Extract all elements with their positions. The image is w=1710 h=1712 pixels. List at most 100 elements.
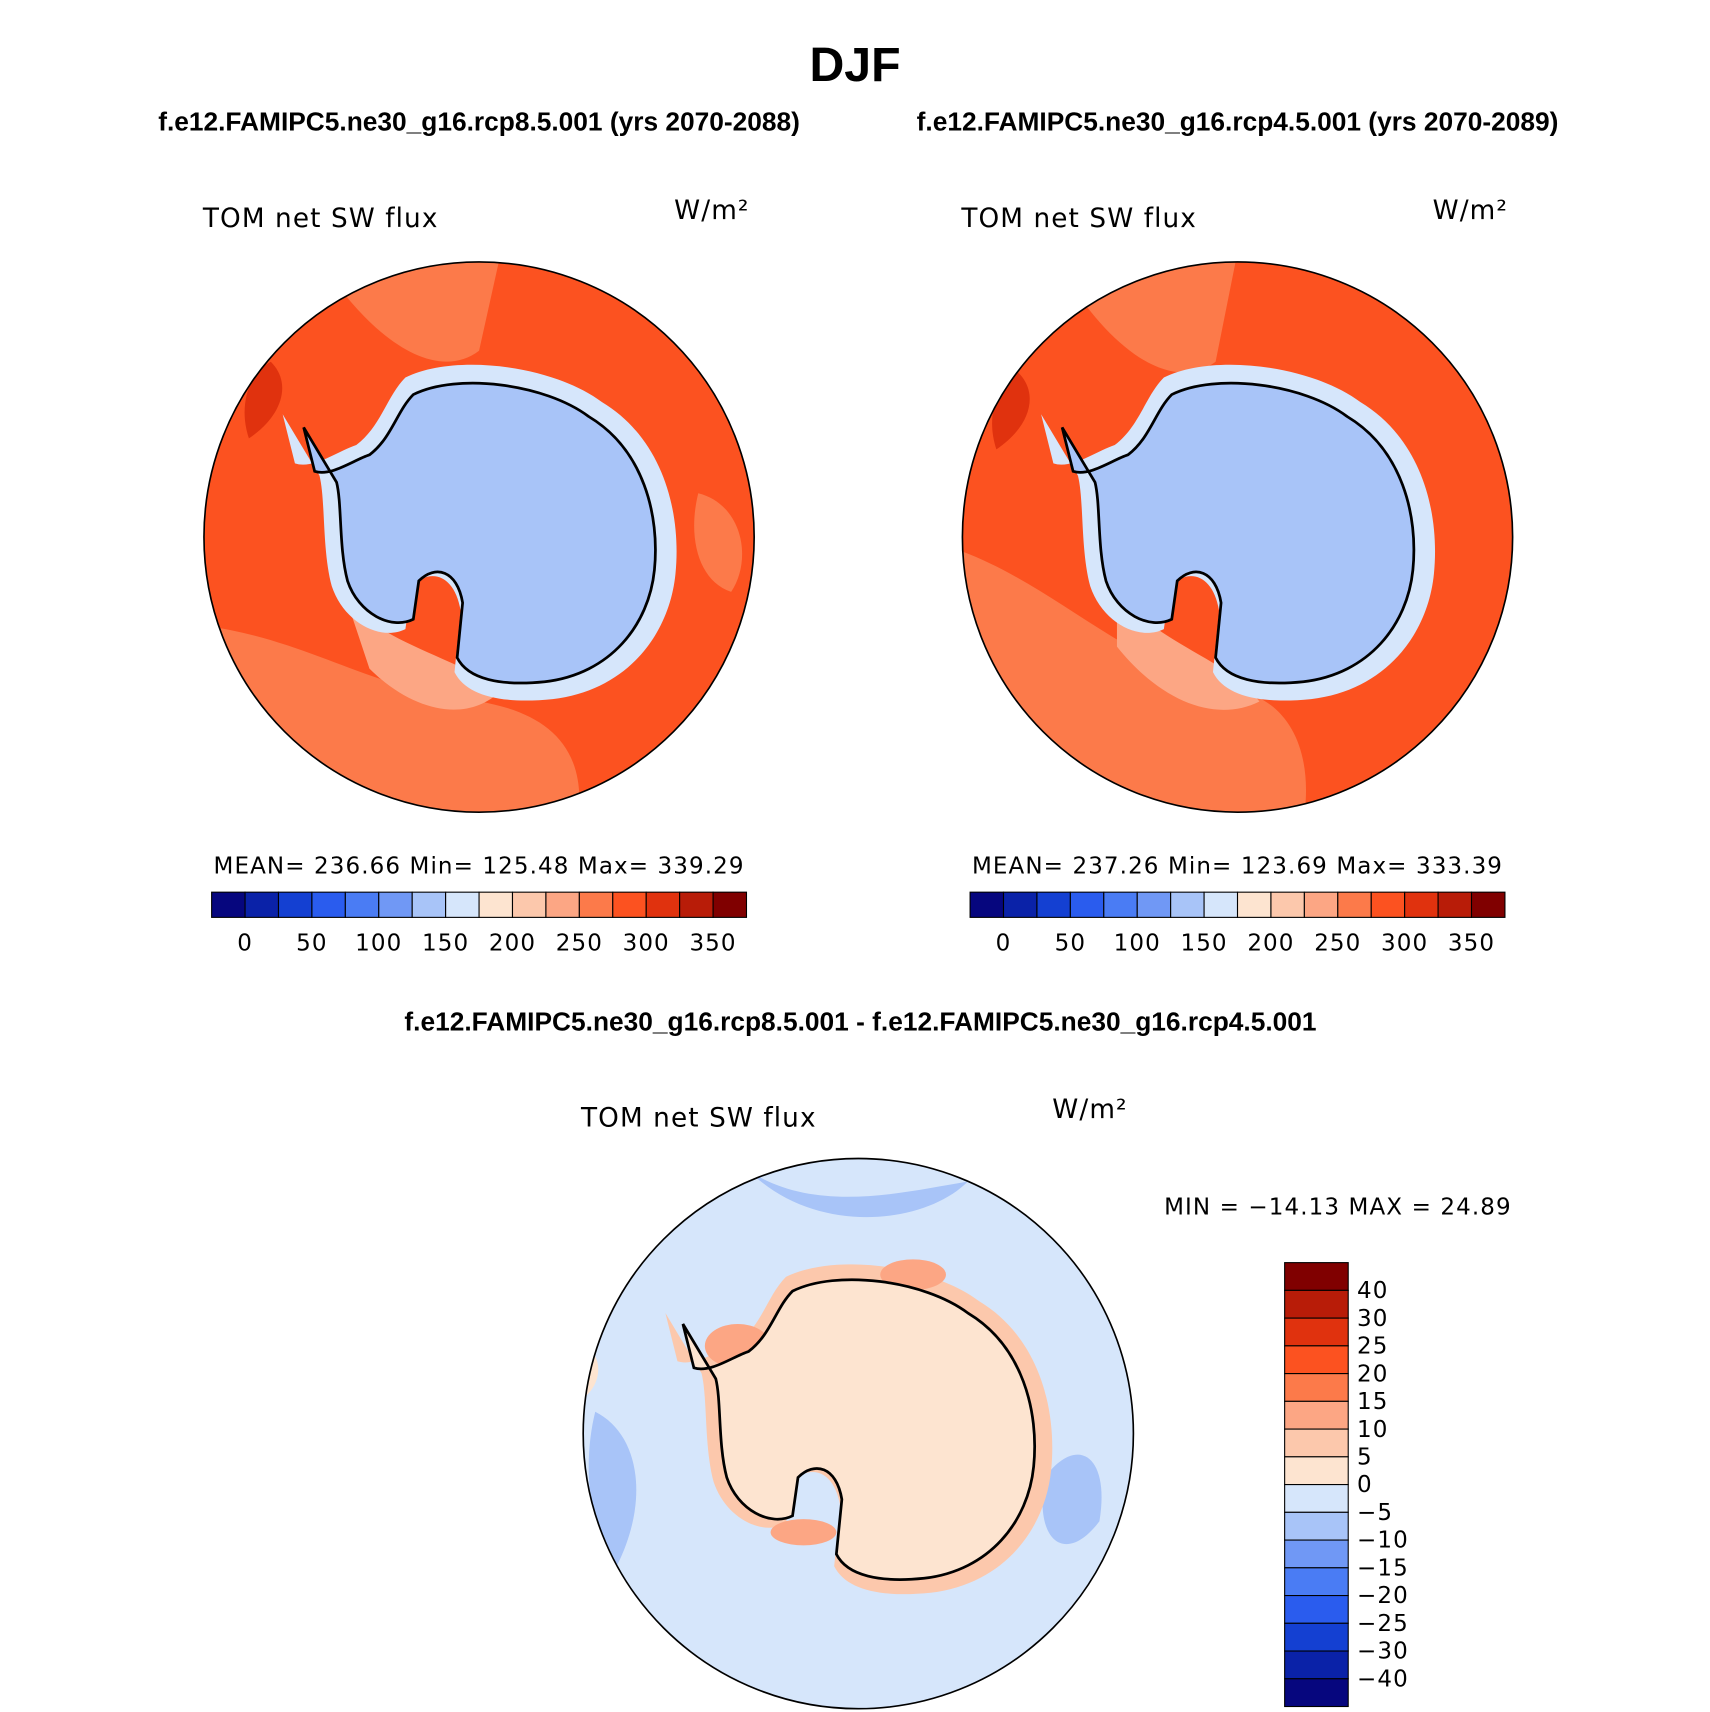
colorbar-box <box>712 891 748 918</box>
colorbar-box <box>679 891 714 918</box>
stat-value: −14.13 <box>1248 1194 1340 1220</box>
figure-title: DJF <box>809 38 900 92</box>
colorbar-box <box>1069 891 1105 918</box>
stat-label: Min= <box>1168 854 1232 880</box>
colorbar-box <box>511 891 547 918</box>
colorbar-label: 300 <box>1381 930 1428 956</box>
colorbar-box <box>1303 891 1339 918</box>
colorbar-box <box>1136 891 1172 918</box>
colorbar-label: 25 <box>1357 1334 1388 1360</box>
units-label: W/m² <box>674 196 749 226</box>
colorbar-label: 100 <box>355 930 402 956</box>
colorbar-label: 200 <box>1247 930 1294 956</box>
colorbar-box <box>545 891 580 918</box>
colorbar-box <box>1103 891 1138 918</box>
colorbar-label: 15 <box>1357 1389 1388 1415</box>
colorbar-box <box>1284 1539 1349 1569</box>
colorbar-box <box>1284 1262 1349 1291</box>
colorbar-label: −30 <box>1357 1639 1409 1665</box>
colorbar-box <box>1284 1678 1349 1708</box>
stat-label: MIN = <box>1164 1194 1240 1220</box>
colorbar-label: 50 <box>296 930 327 956</box>
colorbar-label: 10 <box>1357 1417 1388 1443</box>
stat-label: Max= <box>1336 854 1407 880</box>
stats: MIN = −14.13 MAX = 24.89 <box>1164 1194 1512 1220</box>
colorbar-box <box>445 891 480 918</box>
colorbar-box <box>1284 1373 1349 1402</box>
stat-label: MEAN= <box>214 854 306 880</box>
colorbar-box <box>1284 1511 1349 1541</box>
stat-label: Min= <box>410 854 474 880</box>
colorbar-label: 150 <box>422 930 469 956</box>
colorbar-box <box>1404 891 1439 918</box>
panel-subtitle: f.e12.FAMIPC5.ne30_g16.rcp8.5.001 (yrs 2… <box>158 106 800 136</box>
colorbar-box <box>969 891 1005 918</box>
stat-label: Max= <box>578 854 649 880</box>
colorbar-label: 30 <box>1357 1306 1388 1332</box>
colorbar-label: −15 <box>1357 1555 1409 1581</box>
colorbar-box <box>244 891 280 918</box>
colorbar-label: −20 <box>1357 1583 1409 1609</box>
map <box>203 261 755 813</box>
map <box>582 1157 1135 1710</box>
colorbar-box <box>1437 891 1473 918</box>
colorbar-box <box>378 891 413 918</box>
units-label: W/m² <box>1433 196 1508 226</box>
colorbar-label: −10 <box>1357 1528 1409 1554</box>
colorbar-box <box>344 891 380 918</box>
colorbar-label: 350 <box>1448 930 1495 956</box>
colorbar-label: 250 <box>556 930 603 956</box>
colorbar-box <box>1470 891 1506 918</box>
stat-value: 236.66 <box>314 854 401 880</box>
difference-title: f.e12.FAMIPC5.ne30_g16.rcp8.5.001 - f.e1… <box>404 1006 1316 1036</box>
colorbar-label: 5 <box>1357 1445 1373 1471</box>
colorbar-label: 300 <box>623 930 670 956</box>
stat-label: MEAN= <box>972 854 1064 880</box>
colorbar-label: 0 <box>1357 1472 1373 1498</box>
stats: MEAN= 236.66 Min= 125.48 Max= 339.29 <box>214 854 745 880</box>
colorbar-box <box>277 891 313 918</box>
stat-value: 237.26 <box>1072 854 1159 880</box>
colorbar-box <box>1284 1317 1349 1347</box>
colorbar-label: 250 <box>1314 930 1361 956</box>
colorbar-label: −5 <box>1357 1500 1393 1526</box>
colorbar-label: 50 <box>1055 930 1086 956</box>
colorbar-box <box>1203 891 1239 918</box>
stat-label: MAX = <box>1349 1194 1432 1220</box>
colorbar-box <box>1284 1594 1349 1624</box>
variable-label: TOM net SW flux <box>960 204 1197 234</box>
colorbar-label: 20 <box>1357 1361 1388 1387</box>
units-label: W/m² <box>1052 1095 1127 1125</box>
colorbar-box <box>478 891 514 918</box>
colorbar-box <box>1236 891 1272 918</box>
stat-value: 125.48 <box>482 854 569 880</box>
colorbar-label: −40 <box>1357 1666 1409 1692</box>
colorbar-label: 200 <box>489 930 536 956</box>
colorbar-box <box>1270 891 1305 918</box>
stat-value: 339.29 <box>658 854 745 880</box>
colorbar-box <box>1284 1484 1349 1513</box>
map <box>961 261 1514 813</box>
colorbar-box <box>1170 891 1205 918</box>
colorbar-box <box>645 891 681 918</box>
panel-subtitle: f.e12.FAMIPC5.ne30_g16.rcp4.5.001 (yrs 2… <box>917 106 1559 136</box>
colorbar-box <box>211 891 246 918</box>
stats: MEAN= 237.26 Min= 123.69 Max= 333.39 <box>972 854 1503 880</box>
colorbar-box <box>1337 891 1372 918</box>
colorbar-box <box>1036 891 1071 918</box>
colorbar-box <box>1284 1428 1349 1458</box>
colorbar-box <box>1284 1622 1349 1652</box>
variable-label: TOM net SW flux <box>580 1104 817 1134</box>
stat-value: 24.89 <box>1440 1194 1511 1220</box>
stat-value: 333.39 <box>1416 854 1503 880</box>
colorbar-box <box>1284 1345 1349 1375</box>
colorbar-box <box>1370 891 1406 918</box>
colorbar-box <box>578 891 614 918</box>
colorbar-label: 350 <box>689 930 736 956</box>
colorbar-label: −25 <box>1357 1611 1409 1637</box>
colorbar-box <box>1284 1650 1349 1680</box>
stat-value: 123.69 <box>1241 854 1328 880</box>
colorbar-label: 40 <box>1357 1278 1388 1304</box>
